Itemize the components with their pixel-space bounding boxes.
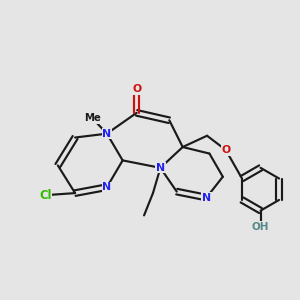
Text: Me: Me [84,113,100,123]
Text: N: N [102,129,112,139]
Text: N: N [156,163,165,173]
Text: N: N [102,182,112,192]
Text: OH: OH [252,222,269,232]
Text: O: O [221,145,230,155]
Text: O: O [132,84,141,94]
Text: N: N [202,193,211,202]
Text: Cl: Cl [39,189,52,202]
